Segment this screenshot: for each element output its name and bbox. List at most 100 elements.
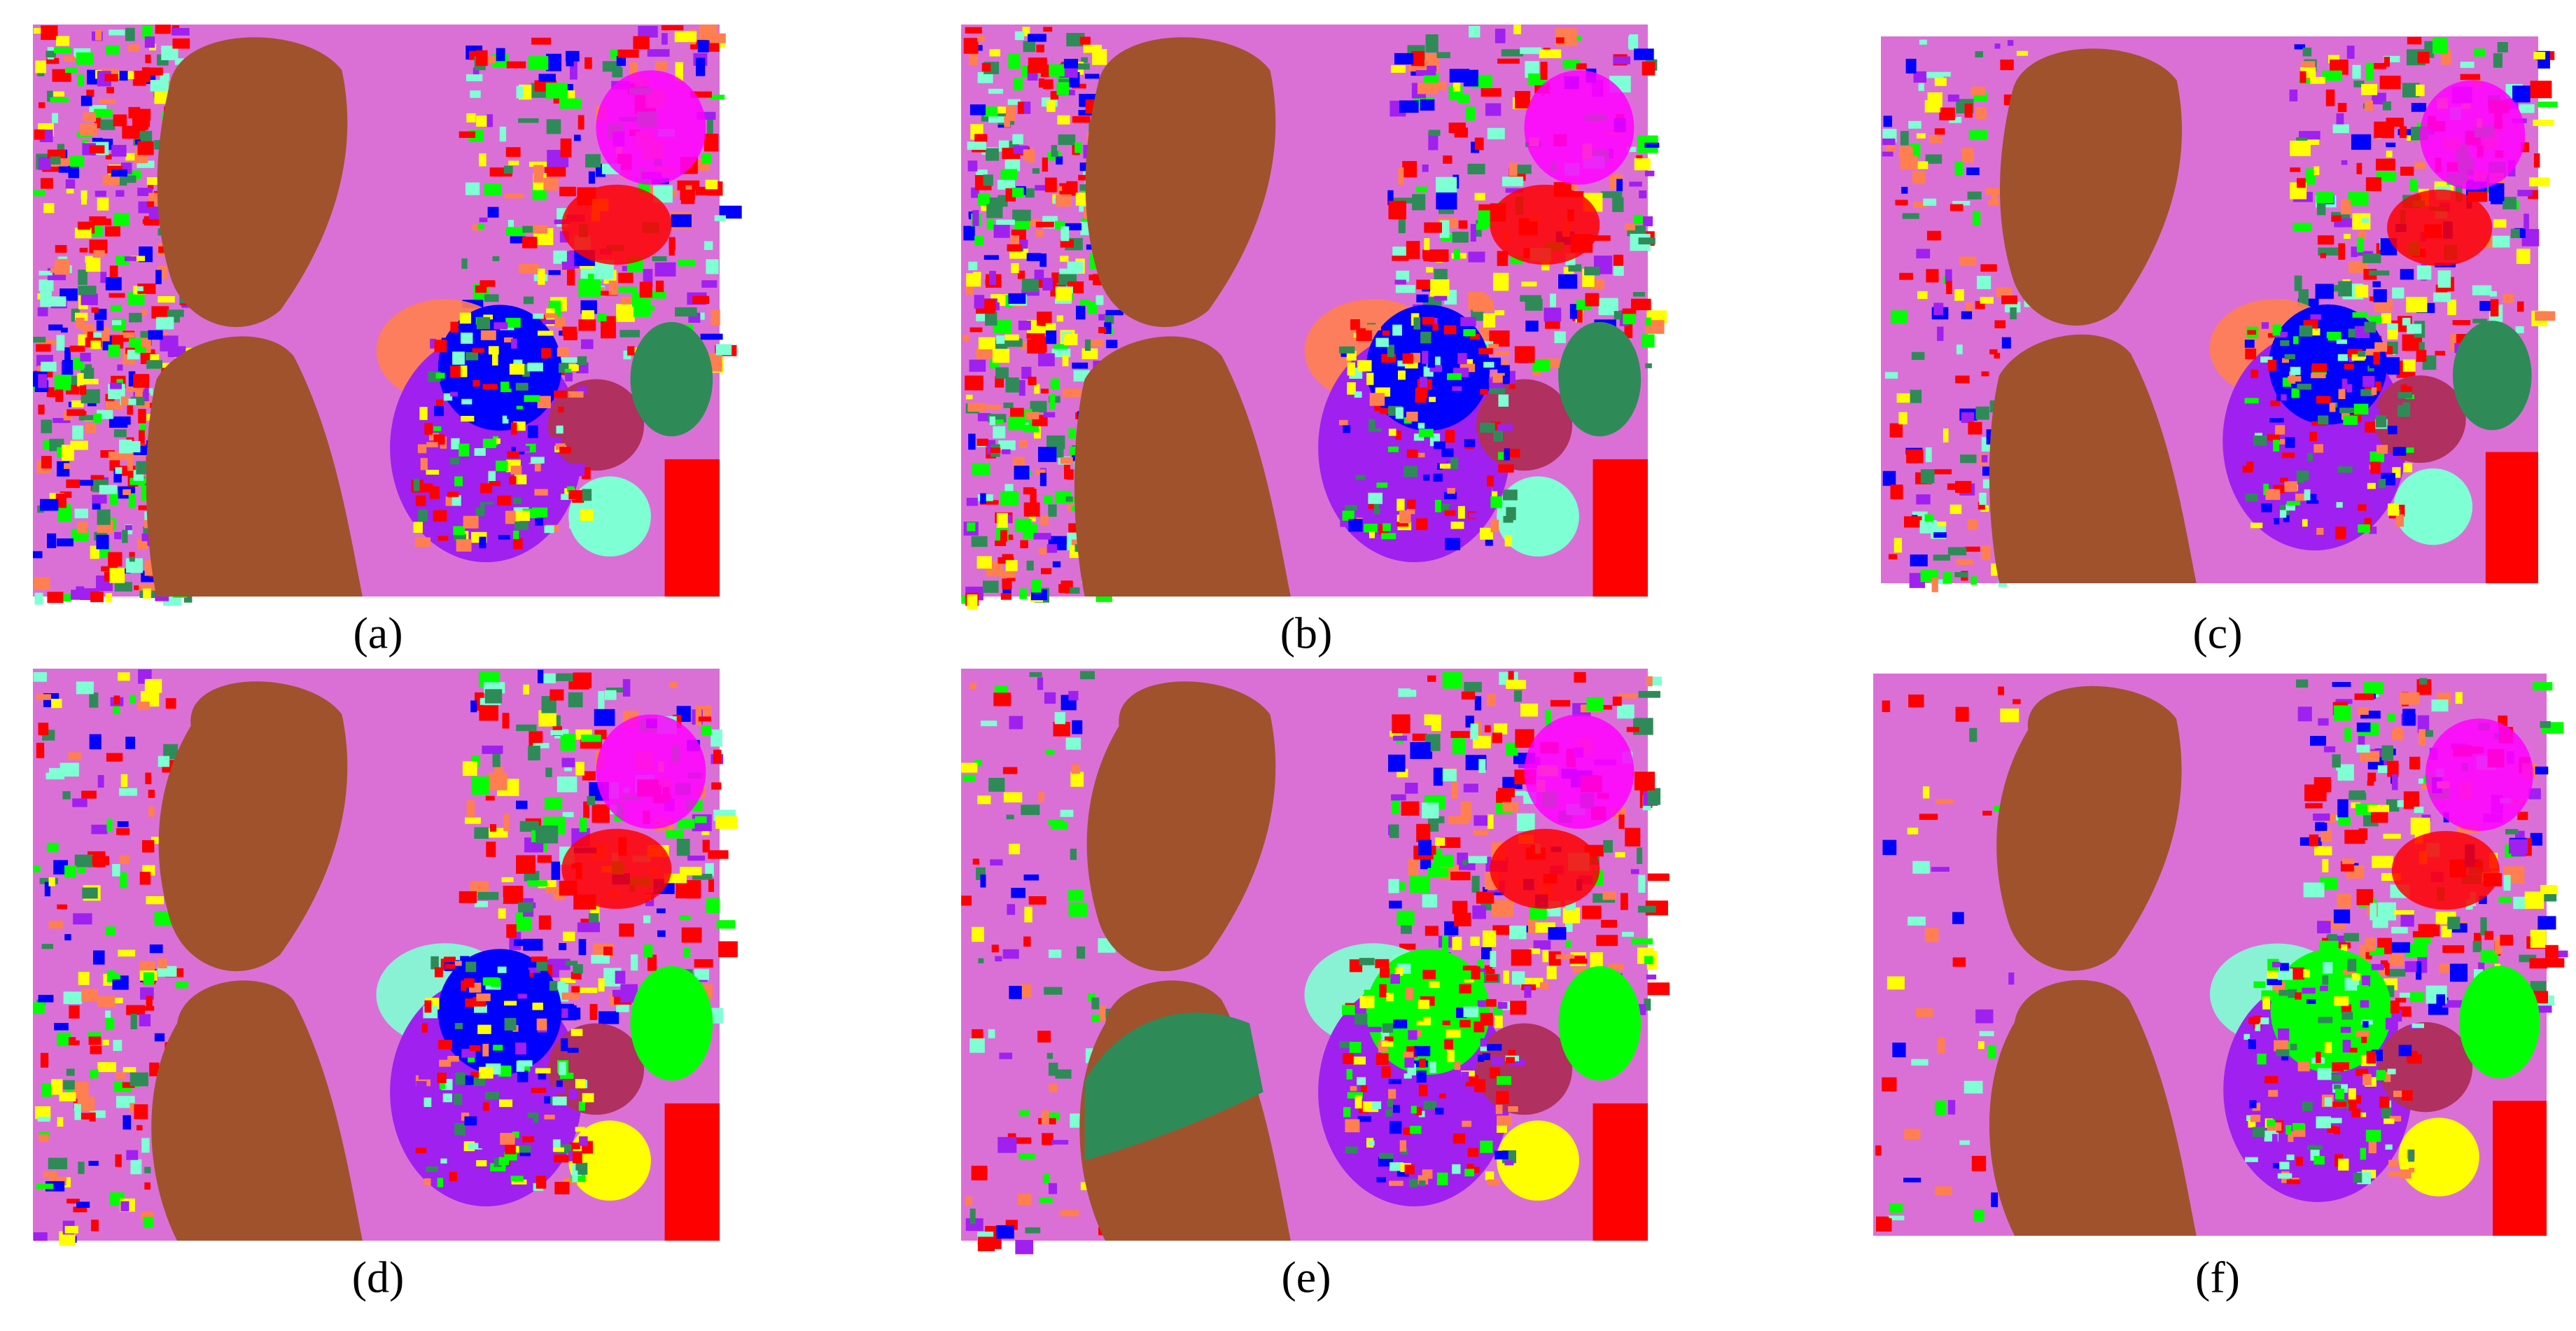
urban-pixel	[1506, 680, 1527, 689]
urban-pixel	[1409, 876, 1431, 893]
urban-pixel	[545, 83, 568, 99]
urban-pixel	[1035, 469, 1046, 475]
urban-pixel	[1023, 487, 1035, 495]
urban-pixel	[505, 147, 521, 158]
urban-pixel	[148, 330, 163, 340]
urban-pixel	[1886, 976, 1905, 990]
urban-pixel	[1480, 88, 1502, 97]
urban-pixel	[2315, 284, 2334, 299]
cluster-pixel	[1359, 996, 1375, 1009]
urban-pixel	[974, 295, 985, 309]
urban-pixel	[638, 25, 658, 38]
urban-pixel	[81, 790, 97, 799]
cluster-pixel	[451, 438, 460, 450]
urban-pixel	[476, 116, 488, 127]
cluster-pixel	[528, 967, 540, 973]
urban-pixel	[1442, 769, 1457, 782]
urban-pixel	[1901, 186, 1908, 194]
cluster-pixel	[2326, 331, 2342, 341]
cluster-pixel	[1463, 1173, 1471, 1186]
urban-pixel	[1468, 251, 1485, 263]
cluster-pixel	[488, 471, 496, 485]
cluster-pixel	[1504, 1160, 1514, 1166]
urban-pixel	[37, 307, 48, 316]
urban-pixel	[1450, 731, 1470, 739]
urban-pixel	[122, 1066, 136, 1073]
urban-pixel	[102, 327, 110, 342]
cluster-pixel	[555, 443, 566, 450]
urban-pixel	[715, 816, 738, 829]
cluster-pixel	[2362, 375, 2375, 387]
cluster-pixel	[2355, 1031, 2370, 1037]
cluster-pixel	[1388, 1089, 1396, 1099]
urban-pixel	[77, 522, 88, 534]
cluster-pixel	[434, 405, 444, 417]
cluster-pixel	[1413, 433, 1424, 441]
urban-pixel	[1390, 65, 1406, 73]
urban-pixel	[620, 297, 642, 305]
urban-pixel	[109, 568, 125, 583]
urban-pixel	[38, 994, 54, 1003]
urban-pixel	[546, 53, 561, 71]
urban-pixel	[50, 267, 57, 273]
urban-pixel	[1550, 699, 1571, 707]
cluster-pixel	[544, 1115, 555, 1120]
urban-pixel	[701, 280, 718, 288]
urban-pixel	[1585, 293, 1600, 307]
cluster-pixel	[1375, 417, 1391, 429]
urban-pixel	[113, 468, 122, 483]
urban-pixel	[608, 280, 618, 295]
urban-pixel	[1963, 1080, 1983, 1094]
cluster-pixel	[477, 1024, 491, 1034]
urban-pixel	[679, 915, 691, 921]
cluster-pixel	[519, 1145, 531, 1153]
urban-pixel	[2535, 766, 2549, 775]
urban-pixel	[34, 577, 50, 590]
urban-pixel	[968, 433, 976, 450]
urban-pixel	[2313, 813, 2330, 821]
cluster-pixel	[1443, 325, 1457, 335]
cluster-pixel	[1384, 1036, 1394, 1043]
urban-pixel	[172, 315, 180, 323]
urban-pixel	[2508, 839, 2528, 854]
cluster-pixel	[581, 339, 594, 349]
cluster-pixel	[505, 317, 521, 328]
cluster-pixel	[2353, 1172, 2362, 1183]
cluster-pixel	[2327, 1117, 2342, 1124]
cluster-pixel	[2286, 1124, 2292, 1135]
urban-pixel	[1645, 363, 1652, 368]
cluster-pixel	[565, 961, 578, 966]
urban-pixel	[1004, 116, 1011, 127]
urban-pixel	[1911, 351, 1925, 361]
cluster-pixel	[1420, 331, 1432, 344]
urban-pixel	[97, 1061, 116, 1073]
urban-pixel	[101, 566, 118, 572]
urban-pixel	[2399, 1006, 2412, 1017]
urban-pixel	[1000, 571, 1016, 578]
urban-pixel	[87, 331, 94, 343]
urban-pixel	[603, 946, 613, 956]
cluster-pixel	[1376, 482, 1388, 488]
cluster-pixel	[2342, 1012, 2353, 1020]
urban-pixel	[1617, 704, 1634, 719]
cluster-pixel	[510, 422, 517, 435]
cluster-pixel	[2356, 1068, 2369, 1076]
urban-pixel	[680, 867, 702, 876]
cluster-pixel	[2268, 1089, 2278, 1097]
urban-pixel	[86, 221, 95, 234]
cluster-pixel	[1491, 489, 1498, 502]
urban-pixel	[989, 360, 999, 369]
cluster-pixel	[2275, 425, 2286, 435]
urban-pixel	[698, 716, 711, 722]
urban-pixel	[1428, 130, 1441, 137]
urban-pixel	[155, 363, 172, 369]
cluster-pixel	[1480, 1044, 1488, 1052]
urban-pixel	[695, 186, 708, 195]
cluster-pixel	[2347, 959, 2357, 972]
cluster-pixel	[2344, 363, 2354, 370]
cluster-pixel	[2281, 452, 2295, 459]
urban-pixel	[2416, 84, 2425, 97]
urban-pixel	[1416, 294, 1429, 302]
cluster-pixel	[511, 1179, 527, 1185]
urban-pixel	[963, 38, 979, 54]
